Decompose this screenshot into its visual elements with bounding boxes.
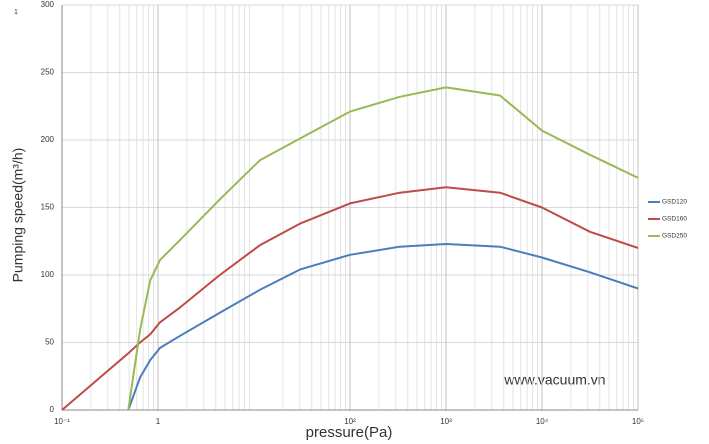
y-tick-label: 150 (41, 203, 55, 212)
x-tick-label: 1 (156, 417, 161, 426)
x-axis-label: pressure(Pa) (306, 424, 393, 441)
y-tick-label: 50 (45, 338, 54, 347)
legend-label: GSD160 (662, 216, 687, 223)
x-tick-label: 10⁵ (632, 417, 644, 426)
series-line (61, 186, 639, 411)
watermark: www.vacuum.vn (503, 372, 605, 388)
corner-label: 1 (14, 9, 18, 16)
x-tick-label: 10³ (440, 417, 452, 426)
y-tick-label: 200 (41, 135, 55, 144)
y-tick-label: 300 (41, 0, 55, 9)
y-tick-label: 250 (41, 68, 55, 77)
x-tick-label: 10² (344, 417, 356, 426)
x-tick-label: 10⁴ (536, 417, 549, 426)
series-line (127, 243, 639, 411)
y-tick-label: 100 (41, 270, 55, 279)
legend-label: GSD250 (662, 233, 687, 240)
y-tick-label: 0 (50, 405, 55, 414)
x-tick-label: 10⁻¹ (54, 417, 70, 426)
y-axis-label: Pumping speed(m³/h) (10, 148, 26, 283)
series-line (127, 86, 639, 411)
legend-label: GSD120 (662, 199, 687, 206)
